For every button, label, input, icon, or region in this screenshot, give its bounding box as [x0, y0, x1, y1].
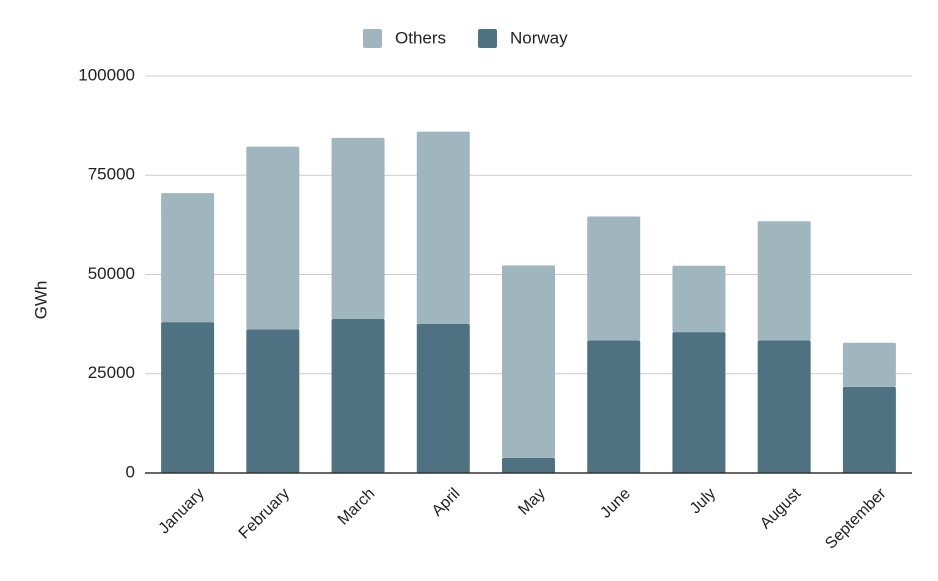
- legend-label-norway[interactable]: Norway: [510, 28, 568, 47]
- x-tick-label: January: [156, 485, 208, 537]
- y-axis-title: GWh: [31, 281, 50, 320]
- bar-others-may[interactable]: [502, 265, 555, 458]
- bar-norway-january[interactable]: [161, 322, 215, 473]
- bar-others-april[interactable]: [416, 131, 470, 324]
- x-tick-label: April: [429, 485, 464, 520]
- x-tick-label: May: [515, 485, 548, 518]
- bar-others-august[interactable]: [757, 221, 811, 341]
- y-tick-label: 25000: [88, 363, 135, 382]
- bar-norway-july[interactable]: [672, 332, 726, 473]
- bar-others-june[interactable]: [587, 216, 641, 341]
- x-tick-label: March: [335, 485, 378, 528]
- x-tick-label: June: [597, 485, 634, 522]
- y-tick-label: 50000: [88, 264, 135, 283]
- y-tick-label: 100000: [78, 65, 135, 84]
- legend-swatch-norway[interactable]: [478, 29, 497, 48]
- bar-norway-june[interactable]: [587, 340, 641, 473]
- bar-others-february[interactable]: [246, 146, 300, 330]
- x-tick-label: July: [687, 485, 719, 517]
- bar-others-january[interactable]: [161, 193, 215, 323]
- bar-others-march[interactable]: [331, 137, 385, 319]
- bar-norway-september[interactable]: [842, 386, 896, 473]
- legend-label-others[interactable]: Others: [395, 28, 446, 47]
- legend[interactable]: Others Norway: [363, 28, 568, 48]
- bars: [161, 131, 896, 473]
- legend-swatch-others[interactable]: [363, 29, 382, 48]
- bar-norway-august[interactable]: [757, 340, 811, 473]
- bar-others-september[interactable]: [842, 342, 896, 387]
- bar-norway-may[interactable]: [502, 457, 555, 473]
- bar-others-july[interactable]: [672, 265, 726, 333]
- bar-norway-april[interactable]: [416, 323, 470, 473]
- x-tick-label: August: [757, 485, 805, 533]
- y-tick-label: 75000: [88, 165, 135, 184]
- y-tick-label: 0: [126, 462, 135, 481]
- x-tick-label: February: [236, 485, 293, 542]
- bar-norway-february[interactable]: [246, 329, 300, 473]
- bar-norway-march[interactable]: [331, 318, 385, 473]
- x-tick-label: September: [822, 485, 890, 553]
